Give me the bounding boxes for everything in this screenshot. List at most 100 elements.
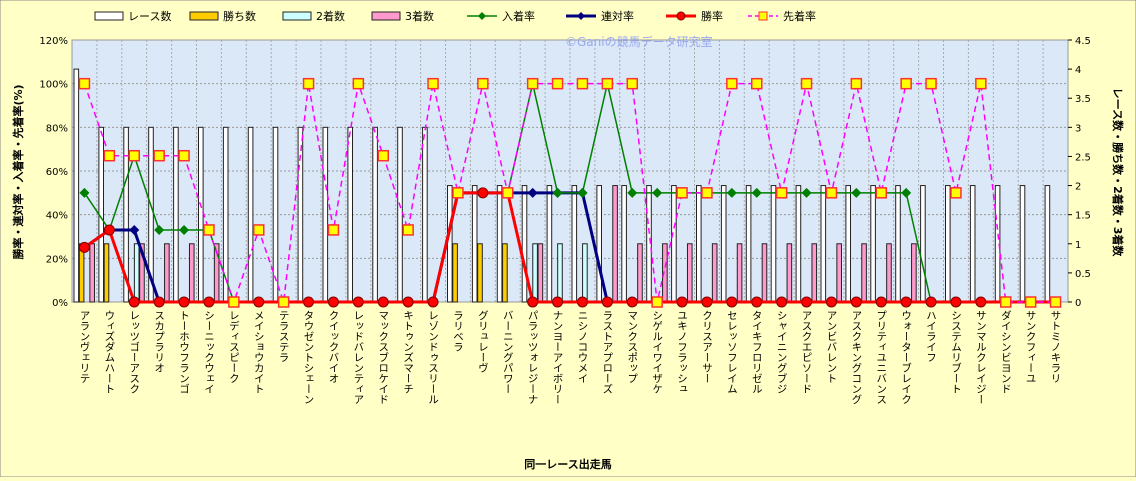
- senchaku-rate-point: [178, 149, 190, 162]
- senchaku-rate-point: [900, 77, 912, 90]
- bar-races: [845, 185, 852, 303]
- x-tick-label: シゲルイワイザケ: [651, 310, 663, 394]
- bar-races: [895, 185, 901, 303]
- legend-marker: [676, 11, 686, 21]
- y-right-tick-label: 3: [1075, 123, 1081, 134]
- senchaku-rate-point: [477, 77, 489, 90]
- win-rate-point: [477, 187, 489, 199]
- legend: レース数 勝ち数 2着数 3着数 入着率 連対率 勝率 先着率: [94, 9, 816, 23]
- y-right-tick-label: 2.5: [1075, 152, 1091, 163]
- y-left-tick-label: 40%: [46, 211, 68, 222]
- place-rate-point: [901, 187, 912, 198]
- bar-races: [770, 185, 777, 303]
- senchaku-rate-point: [402, 224, 414, 236]
- bar-races: [1044, 185, 1051, 303]
- y-right-tick-label: 1.5: [1075, 211, 1091, 222]
- win-rate-point: [950, 296, 962, 308]
- win-rate-point: [103, 224, 115, 236]
- bar-races: [173, 126, 179, 303]
- senchaku-rate-point: [327, 224, 340, 236]
- y-right-tick-label: 0: [1075, 298, 1081, 309]
- senchaku-rate-point: [128, 149, 140, 162]
- x-tick-label: スカプラリオ: [153, 310, 165, 373]
- x-tick-label: クイックバイオ: [327, 310, 339, 384]
- x-tick-label: トーホウフランゴ: [178, 310, 190, 394]
- senchaku-rate-line: [83, 82, 1056, 305]
- senchaku-rate-point: [302, 77, 315, 90]
- legend-marker: [577, 12, 585, 20]
- place-rate-point: [552, 187, 563, 198]
- x-axis-title: 同一レース出走馬: [524, 457, 611, 471]
- senchaku-rate-point: [975, 77, 987, 90]
- bar-races: [571, 185, 578, 303]
- x-tick-label: キトゥンズマーチ: [402, 310, 414, 394]
- win-rate-point: [601, 296, 613, 308]
- senchaku-rate-point: [377, 149, 389, 162]
- senchaku-rate-point: [775, 187, 788, 199]
- bar-third: [89, 243, 95, 303]
- x-tick-label: ハイライフ: [925, 310, 937, 363]
- senchaku-rate-point: [253, 224, 265, 236]
- senchaku-rate-point: [751, 77, 763, 90]
- win-rate-point: [253, 296, 265, 308]
- x-tick-label: アスクエピソード: [801, 310, 813, 394]
- bar-races: [795, 185, 802, 303]
- place-rate-point: [652, 187, 663, 198]
- win-rate-point: [327, 296, 339, 308]
- win-rate-point: [701, 296, 713, 308]
- lines: [78, 77, 1062, 308]
- bar-third: [836, 243, 842, 303]
- bar-third: [786, 243, 793, 303]
- x-tick-label: グリュレーヴ: [477, 310, 489, 373]
- bar-races: [745, 185, 752, 303]
- x-tick-label: バーニングパワー: [502, 310, 514, 394]
- x-tick-label: ラリベラ: [452, 310, 464, 352]
- bar-races: [447, 185, 453, 303]
- bar-races: [1019, 185, 1026, 303]
- x-tick-label: クリスアーサー: [701, 310, 713, 384]
- win-rate-line: [83, 191, 1056, 304]
- senchaku-rate-point: [1049, 296, 1062, 308]
- senchaku-rate-point: [526, 77, 539, 90]
- rentai-rate-point: [129, 224, 140, 235]
- win-rate-point: [751, 296, 763, 308]
- bar-third: [164, 243, 170, 303]
- x-tick-label: ニシノコウメイ: [576, 310, 588, 384]
- legend-label: 3着数: [405, 9, 434, 23]
- y-right-tick-label: 1: [1075, 240, 1081, 251]
- x-tick-label: マンクスポップ: [626, 310, 638, 384]
- senchaku-rate-point: [726, 77, 738, 90]
- x-tick-label: サンマルクレイジー: [975, 310, 987, 405]
- y-right-tick-label: 4: [1075, 65, 1081, 76]
- bar-races: [521, 185, 528, 303]
- bar-wins: [502, 243, 508, 303]
- x-tick-label: システムリブート: [950, 310, 962, 394]
- y-left-tick-label: 60%: [46, 167, 68, 178]
- bar-races: [621, 185, 627, 303]
- legend-label: レース数: [128, 10, 171, 23]
- x-labels: アランヴェリテ ウィズダムハート レッツゴーアスク スカプラリオ トーホウフランゴ シーニ…: [78, 310, 1061, 405]
- bar-races: [297, 126, 304, 303]
- bar-races: [870, 185, 876, 303]
- bar-races: [471, 185, 478, 303]
- senchaku-rate-point: [352, 77, 365, 90]
- senchaku-rate-point: [850, 77, 863, 90]
- place-rate-point: [726, 187, 737, 198]
- y-left-tick-label: 120%: [39, 36, 68, 47]
- win-rate-point: [377, 296, 389, 308]
- legend-swatch: [189, 11, 219, 21]
- bar-third: [761, 243, 768, 303]
- x-tick-label: レゾンドゥスリール: [427, 310, 439, 405]
- legend-swatch: [94, 11, 124, 21]
- win-rate-point: [427, 296, 439, 308]
- bar-third: [612, 185, 618, 303]
- legend-label: 連対率: [601, 9, 634, 23]
- senchaku-rate-point: [950, 187, 962, 199]
- win-rate-point: [352, 296, 364, 308]
- bar-third: [637, 243, 643, 303]
- x-tick-label: ラストアプローズ: [601, 310, 613, 394]
- place-rate-point: [751, 187, 762, 198]
- bar-races: [372, 126, 378, 303]
- x-tick-label: メイショウカイト: [253, 310, 265, 394]
- bar-second: [532, 243, 538, 303]
